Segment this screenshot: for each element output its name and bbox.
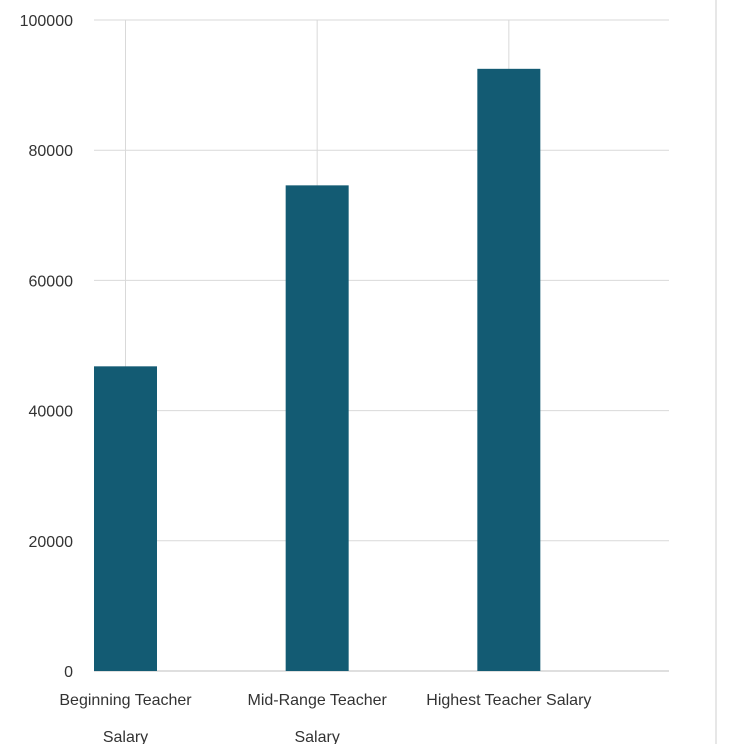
y-tick-label: 0 — [64, 664, 73, 681]
x-category-label: Salary — [294, 729, 339, 744]
y-tick-label: 60000 — [29, 273, 74, 290]
y-tick-label: 20000 — [29, 534, 74, 551]
bars — [94, 68, 541, 671]
gridlines — [94, 19, 669, 672]
x-axis-category-labels: Beginning Teacher Salary Mid-Range Teacher… — [59, 692, 591, 744]
x-category-label: Highest Teacher Salary — [426, 692, 591, 709]
x-category-label: Mid-Range Teacher — [247, 692, 387, 709]
y-axis-tick-labels: 0 20000 40000 60000 80000 100000 — [20, 13, 73, 681]
x-category-label: Beginning Teacher — [59, 692, 192, 709]
bar[interactable] — [477, 68, 541, 671]
x-category-label: Salary — [103, 729, 148, 744]
y-tick-label: 100000 — [20, 13, 73, 30]
bar[interactable] — [285, 185, 349, 671]
bar[interactable] — [94, 366, 157, 671]
y-tick-label: 80000 — [29, 143, 74, 160]
y-tick-label: 40000 — [29, 404, 74, 421]
